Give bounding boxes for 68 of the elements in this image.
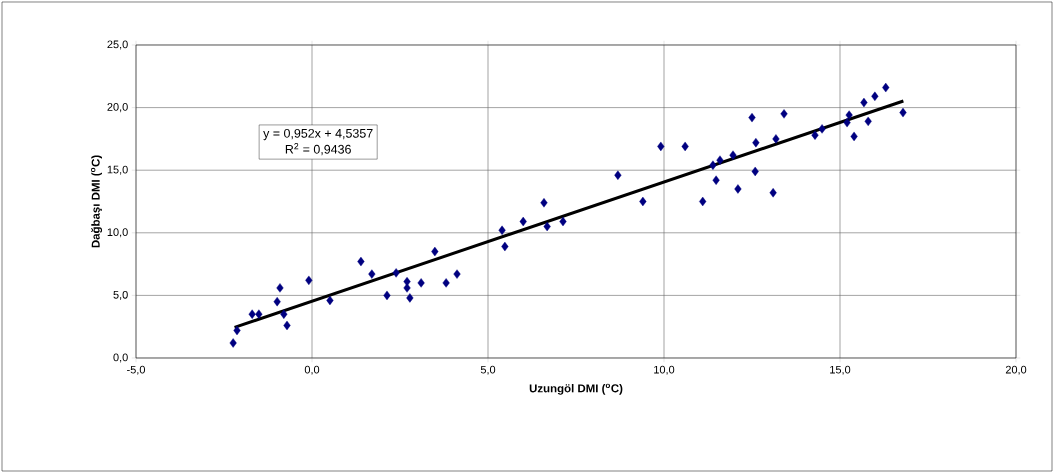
point — [383, 290, 391, 301]
point — [699, 196, 707, 207]
x-tick-label: 0,0 — [304, 365, 320, 375]
point — [882, 82, 890, 93]
annotation: y = 0,952x + 4,5357 — [263, 128, 373, 141]
point — [769, 188, 777, 198]
point — [850, 131, 858, 142]
x-tick-label: 5,0 — [480, 365, 496, 375]
point — [357, 256, 365, 267]
point — [864, 116, 872, 127]
y-tick-label: 0,0 — [113, 353, 128, 363]
y-tick-label: 25,0 — [107, 40, 128, 50]
point — [276, 283, 284, 293]
point — [442, 278, 450, 288]
point — [501, 241, 509, 252]
point — [519, 216, 527, 227]
point — [748, 112, 756, 123]
point — [712, 175, 720, 185]
point — [283, 320, 291, 331]
point — [273, 296, 281, 307]
y-axis-title: Dağbaşı DMI ($^{o}$C) — [90, 155, 103, 248]
point — [729, 150, 737, 160]
point — [614, 170, 622, 180]
point — [751, 166, 759, 177]
point — [255, 309, 263, 319]
point — [899, 107, 907, 118]
point — [752, 137, 760, 148]
point — [681, 141, 689, 152]
point — [780, 109, 788, 119]
x-tick-label: 10,0 — [654, 365, 675, 375]
point — [716, 155, 724, 165]
point — [417, 278, 425, 288]
y-tick-label: 10,0 — [107, 228, 128, 238]
point — [657, 141, 665, 152]
point — [498, 225, 506, 235]
point — [453, 269, 461, 279]
annotation: R$^{2}$ = 0,9436 — [285, 143, 351, 156]
point — [818, 124, 826, 134]
point — [860, 97, 868, 108]
y-tick-label: 5,0 — [113, 290, 128, 300]
point — [540, 198, 548, 208]
point — [280, 309, 288, 319]
point — [229, 338, 237, 348]
point — [871, 91, 879, 102]
point — [772, 134, 780, 144]
point — [734, 184, 742, 194]
point — [843, 117, 851, 128]
point — [406, 293, 414, 303]
point — [368, 269, 376, 279]
x-tick-label: 15,0 — [830, 365, 851, 375]
y-tick-label: 15,0 — [107, 165, 128, 175]
point — [543, 221, 551, 232]
x-tick-label: -5,0 — [127, 365, 145, 375]
point — [248, 309, 256, 319]
point — [403, 283, 411, 293]
point — [326, 295, 334, 306]
y-tick-label: 20,0 — [107, 103, 128, 113]
point — [431, 246, 439, 257]
point — [709, 160, 717, 170]
x-axis-title: Uzungöl DMI ($^{o}$C) — [529, 383, 623, 395]
x-tick-label: 20,0 — [1005, 365, 1027, 375]
point — [559, 216, 567, 227]
point — [305, 275, 313, 286]
point — [811, 130, 819, 140]
point — [845, 110, 853, 120]
point — [639, 196, 647, 207]
point — [392, 268, 400, 278]
point — [233, 325, 241, 336]
